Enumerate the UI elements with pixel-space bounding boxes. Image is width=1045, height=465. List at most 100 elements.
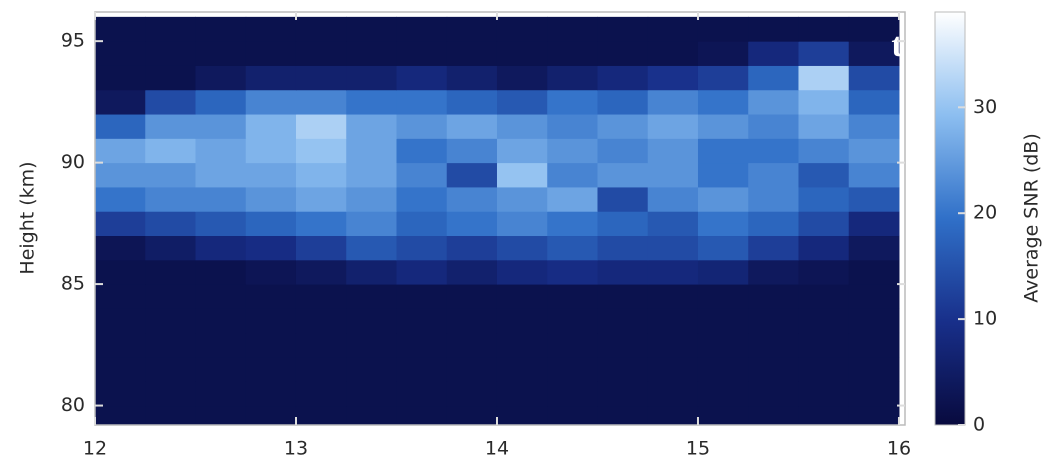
heatmap-cell <box>798 89 850 115</box>
heatmap-cell <box>547 235 598 261</box>
heatmap-cell <box>697 259 749 285</box>
heatmap-cell <box>446 186 498 212</box>
heatmap-cell <box>647 89 699 115</box>
heatmap-cell <box>195 89 247 115</box>
heatmap-cell <box>396 138 448 164</box>
heatmap-cell <box>748 235 799 261</box>
heatmap-cell <box>798 186 850 212</box>
y-tick-label: 90 <box>61 151 85 173</box>
heatmap-cell <box>295 41 347 66</box>
heatmap-cell <box>346 162 397 188</box>
heatmap-cell <box>647 381 699 407</box>
heatmap-cell <box>95 356 146 382</box>
heatmap-cell <box>295 308 347 334</box>
heatmap-cell <box>295 332 347 358</box>
heatmap-cell <box>195 138 247 164</box>
heatmap-cell <box>547 308 598 334</box>
heatmap-cell <box>597 65 649 91</box>
heatmap-cell <box>195 308 247 334</box>
heatmap-cell <box>446 235 498 261</box>
heatmap-cell <box>748 41 799 66</box>
heatmap-cell <box>848 235 900 261</box>
colorbar-tick-label: 10 <box>973 308 997 330</box>
heatmap-cell <box>697 16 749 42</box>
heatmap-cell <box>496 186 548 212</box>
heatmap-cell <box>597 356 649 382</box>
colorbar <box>934 11 966 426</box>
heatmap-cell <box>748 65 799 91</box>
heatmap-cell <box>547 356 598 382</box>
heatmap-cell <box>798 138 850 164</box>
heatmap-cell <box>245 332 297 358</box>
heatmap-cell <box>748 162 799 188</box>
heatmap-cell <box>748 16 799 42</box>
heatmap-cell <box>295 16 347 42</box>
heatmap-cell <box>597 162 649 188</box>
heatmap-cell <box>496 114 548 139</box>
heatmap-cell <box>245 235 297 261</box>
heatmap-cell <box>597 211 649 237</box>
heatmap-cell <box>346 284 397 309</box>
heatmap-cell <box>597 16 649 42</box>
heatmap-cell <box>697 186 749 212</box>
heatmap-cell <box>798 114 850 139</box>
heatmap-cell <box>295 356 347 382</box>
heatmap-cell <box>245 16 297 42</box>
heatmap-cell <box>496 259 548 285</box>
x-tick-label: 16 <box>887 438 911 460</box>
heatmap-cell <box>496 284 548 309</box>
heatmap-cell <box>748 356 799 382</box>
heatmap-cell <box>396 211 448 237</box>
heatmap-cell <box>597 308 649 334</box>
heatmap-cell <box>647 284 699 309</box>
heatmap-cell <box>396 89 448 115</box>
heatmap-cell <box>697 356 749 382</box>
heatmap-cell <box>95 235 146 261</box>
heatmap-cell <box>295 284 347 309</box>
heatmap-cell <box>446 162 498 188</box>
heatmap-cell <box>798 41 850 66</box>
heatmap-cell <box>798 284 850 309</box>
heatmap-cell <box>697 332 749 358</box>
heatmap-cell <box>446 356 498 382</box>
heatmap-cell <box>245 284 297 309</box>
heatmap-cell <box>245 89 297 115</box>
heatmap-cell <box>848 308 900 334</box>
heatmap-cell <box>697 162 749 188</box>
y-tick-label: 85 <box>61 273 85 295</box>
heatmap-cell <box>647 186 699 212</box>
x-tick-label: 14 <box>485 438 509 460</box>
heatmap-cell <box>597 284 649 309</box>
heatmap-cell <box>647 114 699 139</box>
heatmap-cell <box>848 405 900 425</box>
heatmap-cell <box>647 235 699 261</box>
heatmap-cell <box>547 211 598 237</box>
heatmap-cell <box>245 211 297 237</box>
heatmap-cell <box>95 381 146 407</box>
heatmap-cell <box>195 41 247 66</box>
heatmap-cell <box>195 332 247 358</box>
heatmap-cell <box>295 381 347 407</box>
heatmap-cell <box>295 89 347 115</box>
heatmap-cell <box>446 381 498 407</box>
heatmap-cell <box>295 235 347 261</box>
heatmap-cell <box>748 114 799 139</box>
heatmap-cell <box>446 308 498 334</box>
heatmap-cell <box>798 405 850 425</box>
heatmap-cell <box>195 16 247 42</box>
heatmap-cell <box>145 381 196 407</box>
heatmap-cell <box>547 89 598 115</box>
heatmap-cell <box>245 162 297 188</box>
heatmap-cell <box>145 138 196 164</box>
x-tick-label: 12 <box>83 438 107 460</box>
heatmap-cell <box>496 89 548 115</box>
heatmap-cell <box>95 186 146 212</box>
heatmap-cell <box>346 186 397 212</box>
heatmap-cell <box>446 114 498 139</box>
heatmap-cell <box>597 381 649 407</box>
heatmap-cell <box>95 284 146 309</box>
heatmap-cell <box>748 308 799 334</box>
y-axis-label: Height (km) <box>17 161 39 274</box>
heatmap-cell <box>748 211 799 237</box>
heatmap-cell <box>195 162 247 188</box>
